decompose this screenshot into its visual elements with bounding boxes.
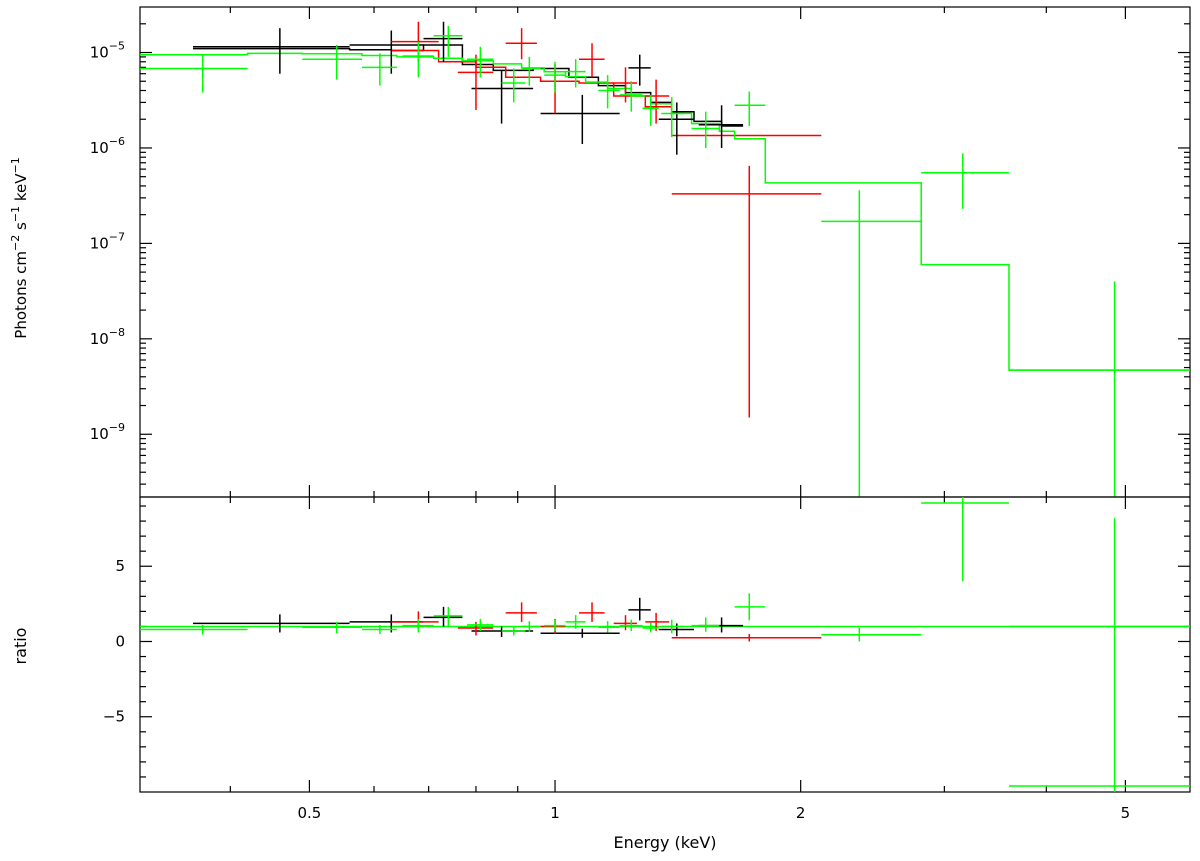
ratio-data-point	[671, 633, 822, 642]
ratio-data-point	[821, 627, 922, 642]
spectrum-data-point	[544, 61, 566, 93]
spectrum-data-point	[691, 111, 720, 148]
spectrum-data-point	[565, 59, 586, 88]
ratio-data-point	[1008, 518, 1190, 792]
ratio-data-point	[433, 606, 463, 627]
spectrum-data-point	[645, 79, 670, 124]
ratio-data-point	[661, 619, 685, 634]
spectrum-data-point	[619, 81, 643, 112]
spectrum-data-point	[505, 28, 537, 60]
ratio-data-point	[642, 622, 659, 633]
spectrum-data-point	[140, 54, 248, 93]
ratio-data-point	[466, 618, 494, 631]
spectrum-data-point	[642, 94, 659, 126]
ratio-data-point	[423, 606, 463, 627]
x-tick-label: 2	[796, 804, 806, 822]
ratio-data-point	[921, 497, 1009, 582]
spectrum-data-point	[402, 41, 434, 78]
ratio-panel: 0.5 1 2 5 5 0 −5	[103, 496, 1191, 822]
ratio-data-point	[505, 602, 537, 622]
ratio-data-point	[544, 619, 566, 631]
spectrum-data-point	[658, 102, 694, 155]
spectrum-data-point	[579, 43, 605, 78]
x-tick-label: 0.5	[297, 804, 321, 822]
ratio-y-axis-label: ratio	[11, 628, 30, 665]
spectrum-data-point	[192, 28, 350, 74]
spectrum-data-point	[362, 53, 397, 86]
ratio-data-point	[734, 593, 766, 621]
spectrum-data-point	[821, 190, 922, 497]
ratio-data-point	[691, 617, 720, 632]
y-tick-label-bottom: 5	[115, 557, 125, 575]
ratio-data-point	[540, 618, 566, 634]
ratio-data-point	[613, 615, 637, 631]
spectrum-data-point	[921, 153, 1009, 209]
spectrum-y-axis-label: Photons cm−2 s−1 keV−1	[9, 157, 30, 338]
spectrum-data-point	[471, 70, 534, 124]
model-step-line	[391, 49, 822, 137]
spectrum-data-point	[433, 25, 463, 57]
x-tick-label: 5	[1121, 804, 1131, 822]
spectrum-data-point	[734, 91, 766, 126]
spectrum-data-point	[521, 56, 541, 86]
y-tick-label-top: 10−8	[90, 326, 125, 348]
ratio-data-point	[540, 628, 620, 638]
ratio-data-point	[619, 619, 643, 631]
ratio-data-point	[501, 626, 526, 636]
ratio-data-point	[457, 621, 494, 636]
y-tick-label-top: 10−7	[90, 230, 125, 252]
spectrum-data-point	[613, 67, 637, 103]
model-step-line	[140, 52, 1190, 371]
ratio-data-point	[302, 621, 363, 634]
ratio-frame	[139, 496, 1191, 793]
spectrum-data-point	[540, 94, 620, 145]
y-tick-label-top: 10−5	[90, 40, 125, 62]
spectrum-data-point	[1008, 281, 1190, 497]
ratio-data-point	[658, 623, 694, 637]
y-tick-label-bottom: 0	[115, 632, 125, 650]
spectrum-data-point	[628, 54, 651, 86]
y-tick-label-bottom: −5	[103, 708, 125, 726]
energy-x-axis-label: Energy (keV)	[613, 833, 716, 852]
spectrum-data-point	[661, 97, 685, 138]
spectrum-data-point	[501, 68, 526, 103]
y-tick-label-top: 10−9	[90, 421, 125, 443]
ratio-data-point	[192, 614, 350, 633]
ratio-data-point	[402, 618, 434, 633]
spectrum-data-point	[302, 44, 363, 80]
x-tick-label: 1	[550, 804, 560, 822]
ratio-data-point	[362, 624, 397, 634]
axis-labels: Photons cm−2 s−1 keV−1 ratio Energy (keV…	[9, 157, 717, 852]
ratio-data-point	[140, 624, 248, 635]
spectrum-frame	[139, 6, 1191, 498]
spectrum-data-point	[457, 54, 494, 110]
spectrum-panel: 10−5 10−6 10−7 10−8 10−9	[90, 6, 1191, 498]
spectrum-data-point	[671, 165, 822, 418]
ratio-data-point	[628, 597, 651, 621]
spectrum-data-point	[466, 46, 494, 78]
spectrum-data-point	[349, 30, 424, 74]
model-step-line	[193, 44, 744, 127]
ratio-data-point	[565, 615, 586, 629]
spectrum-data-point	[423, 21, 463, 62]
spectrum-data-point	[598, 75, 620, 109]
ratio-data-point	[579, 602, 605, 622]
ratio-data-point	[521, 621, 541, 632]
ratio-data-point	[598, 621, 620, 633]
y-tick-label-top: 10−6	[90, 135, 125, 157]
